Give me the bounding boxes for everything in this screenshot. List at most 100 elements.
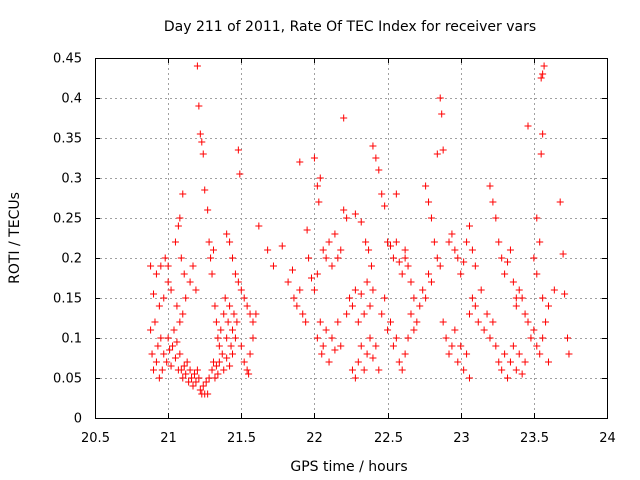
data-point xyxy=(229,254,237,262)
x-tick-label: 24 xyxy=(599,431,616,446)
x-tick-label: 22 xyxy=(306,431,323,446)
data-point xyxy=(284,278,292,286)
data-point xyxy=(539,70,547,78)
data-point xyxy=(533,270,541,278)
data-point xyxy=(224,318,232,326)
data-point xyxy=(196,386,204,394)
data-point xyxy=(372,154,380,162)
data-point xyxy=(509,342,517,350)
data-point xyxy=(150,290,158,298)
chart-title: Day 211 of 2011, Rate Of TEC Index for r… xyxy=(164,19,536,35)
data-point xyxy=(343,310,351,318)
data-point xyxy=(190,370,198,378)
data-point xyxy=(404,262,412,270)
data-point xyxy=(201,186,209,194)
data-point xyxy=(489,318,497,326)
data-point xyxy=(384,326,392,334)
data-point xyxy=(212,318,220,326)
data-point xyxy=(186,366,194,374)
data-point xyxy=(504,374,512,382)
data-point xyxy=(398,366,406,374)
data-point xyxy=(322,254,330,262)
data-point xyxy=(334,254,342,262)
data-point xyxy=(556,198,564,206)
data-point xyxy=(533,342,541,350)
data-point xyxy=(468,246,476,254)
data-point xyxy=(369,286,377,294)
data-point xyxy=(537,74,545,82)
data-point xyxy=(252,310,260,318)
data-point xyxy=(226,238,234,246)
data-point xyxy=(269,262,277,270)
data-point xyxy=(375,366,383,374)
data-point xyxy=(171,238,179,246)
data-point xyxy=(369,142,377,150)
data-point xyxy=(457,270,465,278)
data-point xyxy=(360,366,368,374)
data-point xyxy=(433,254,441,262)
data-point xyxy=(486,334,494,342)
data-point xyxy=(179,190,187,198)
data-point xyxy=(386,242,394,250)
data-point xyxy=(451,246,459,254)
data-point xyxy=(188,374,196,382)
data-point xyxy=(220,310,228,318)
data-point xyxy=(236,170,244,178)
data-point xyxy=(398,270,406,278)
data-point xyxy=(209,246,217,254)
data-point xyxy=(211,374,219,382)
data-point xyxy=(234,146,242,154)
data-point xyxy=(185,378,193,386)
data-point xyxy=(445,238,453,246)
data-point xyxy=(205,238,213,246)
data-point xyxy=(179,374,187,382)
data-point xyxy=(506,358,514,366)
data-point xyxy=(346,294,354,302)
y-tick-label: 0.35 xyxy=(53,132,82,147)
data-point xyxy=(395,258,403,266)
data-point xyxy=(223,230,231,238)
data-point xyxy=(433,150,441,158)
data-point xyxy=(512,294,520,302)
data-point xyxy=(296,158,304,166)
data-point xyxy=(163,358,171,366)
data-point xyxy=(492,342,500,350)
data-point xyxy=(401,246,409,254)
data-point xyxy=(427,214,435,222)
data-point xyxy=(164,334,172,342)
data-point xyxy=(313,334,321,342)
data-point xyxy=(316,174,324,182)
data-point xyxy=(170,326,178,334)
data-point xyxy=(540,62,548,70)
data-point xyxy=(348,366,356,374)
data-point xyxy=(229,350,237,358)
data-point xyxy=(204,206,212,214)
data-point xyxy=(325,358,333,366)
data-point xyxy=(512,302,520,310)
x-axis-title: GPS time / hours xyxy=(290,459,407,475)
data-point xyxy=(471,302,479,310)
data-point xyxy=(331,230,339,238)
data-point xyxy=(536,238,544,246)
data-point xyxy=(196,130,204,138)
data-point xyxy=(410,326,418,334)
data-point xyxy=(214,334,222,342)
data-point xyxy=(231,270,239,278)
data-point xyxy=(322,326,330,334)
data-point xyxy=(486,182,494,190)
data-point xyxy=(223,334,231,342)
data-point xyxy=(362,238,370,246)
data-point xyxy=(372,342,380,350)
data-point xyxy=(564,334,572,342)
data-point xyxy=(363,350,371,358)
data-point xyxy=(375,166,383,174)
data-point xyxy=(381,294,389,302)
data-point xyxy=(237,342,245,350)
x-tick-labels: 20.5 21 21.5 22 22.5 23 23.5 24 xyxy=(81,431,616,446)
data-point xyxy=(395,358,403,366)
data-point xyxy=(389,342,397,350)
data-point xyxy=(325,238,333,246)
data-point xyxy=(471,262,479,270)
data-point xyxy=(150,366,158,374)
data-point xyxy=(530,326,538,334)
